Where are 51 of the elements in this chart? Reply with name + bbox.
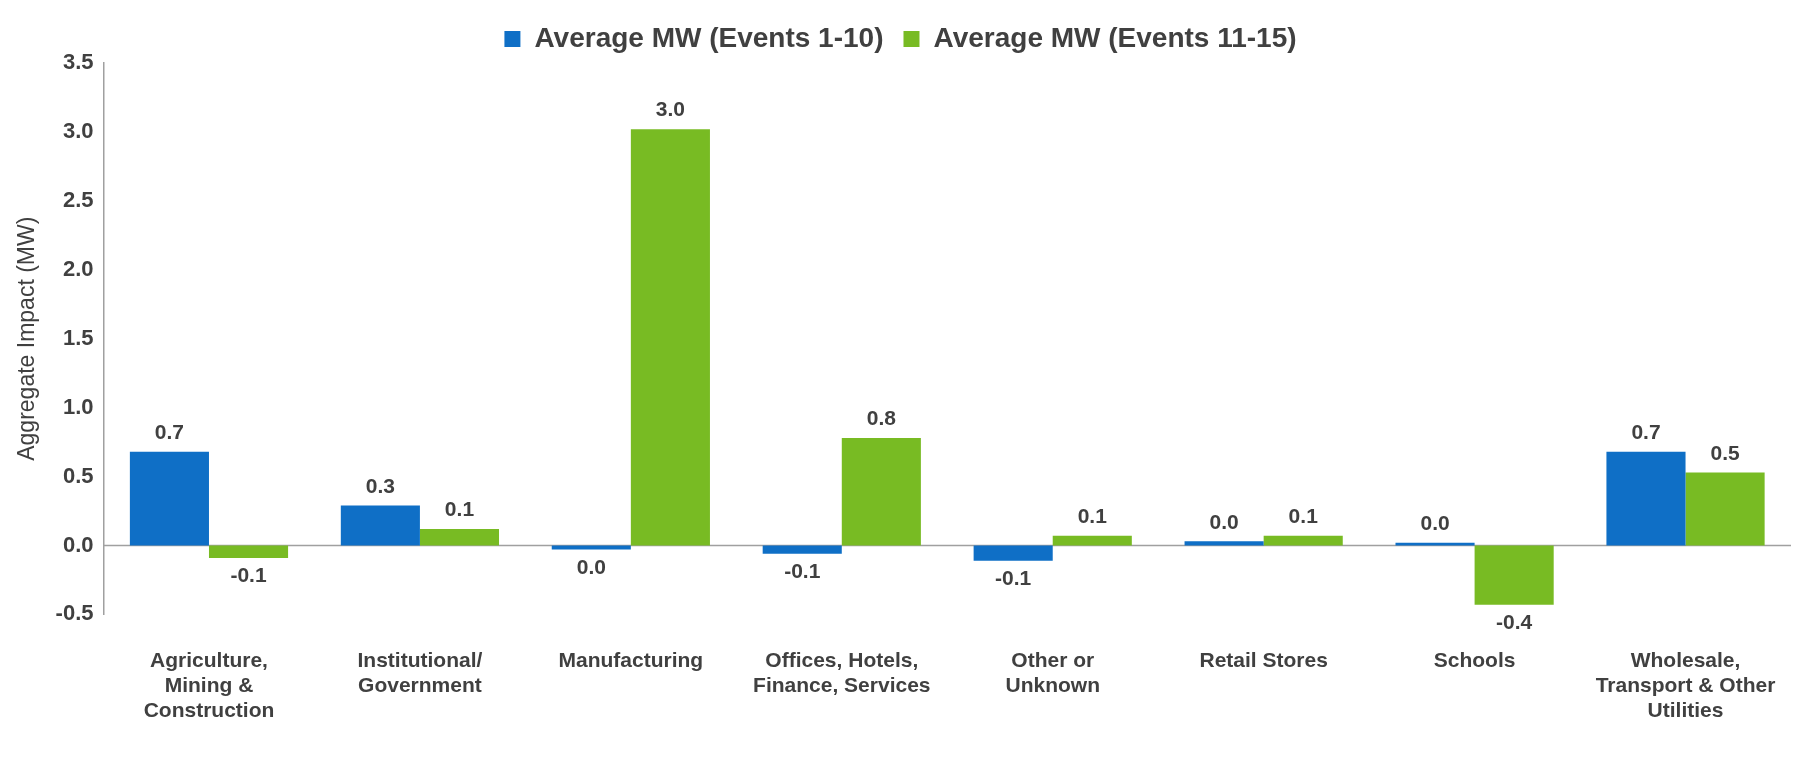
x-tick-label: Agriculture, Mining & Construction [143,647,275,722]
text: 1.5 [62,324,94,350]
data-label: -0.1 [230,563,267,587]
data-label: 0.0 [576,554,606,578]
bar [551,545,631,550]
text: -0.5 [55,600,94,626]
data-label: 0.1 [1077,504,1108,528]
data-label: 0.1 [444,497,475,521]
data-label: 0.7 [154,420,185,444]
x-tick-label: Institutional/ Government [357,647,483,696]
text: 1.0 [62,393,94,419]
text: 0.0 [62,531,94,557]
legend-label: Average MW (Events 11-15) [933,21,1297,53]
legend-label: Average MW (Events 1-10) [534,21,884,53]
data-label: 0.1 [1288,504,1319,528]
data-label: -0.4 [1496,610,1533,634]
data-label: 3.0 [655,97,685,121]
bar [1263,535,1343,546]
x-tick-label: Schools [1433,647,1516,671]
bar [630,129,710,546]
x-tick-label: Retail Stores [1199,647,1328,671]
data-label: 0.5 [1710,440,1740,464]
bar [1474,545,1554,605]
data-label: 0.7 [1631,420,1661,444]
bar [841,437,921,546]
bar [208,545,289,558]
x-tick-label: Manufacturing [558,647,704,671]
bar [1184,541,1264,546]
data-label: -0.1 [995,565,1032,589]
x-tick-label: Other or Unknown [1005,647,1100,696]
bar [1606,451,1686,546]
text: 0.5 [62,462,94,488]
bar [419,528,500,546]
bar [973,545,1053,561]
bar [1052,535,1132,546]
text: 3.0 [62,117,94,143]
text: 2.5 [62,186,94,212]
y-axis-title: Aggregate Impact (MW) [13,216,40,461]
text: 2.0 [62,255,94,281]
data-label: -0.1 [784,559,821,583]
x-tick-label: Offices, Hotels, Finance, Services [753,647,931,696]
bar [129,451,209,546]
data-label: 0.3 [365,473,395,497]
data-label: 0.0 [1209,509,1239,533]
text: 3.5 [62,49,94,75]
bar [762,545,842,554]
bar [1685,472,1765,546]
bar [340,505,420,546]
x-tick-label: Wholesale, Transport & Other Utilities [1595,647,1776,722]
data-label: 0.8 [866,406,897,430]
data-label: 0.0 [1420,511,1450,535]
